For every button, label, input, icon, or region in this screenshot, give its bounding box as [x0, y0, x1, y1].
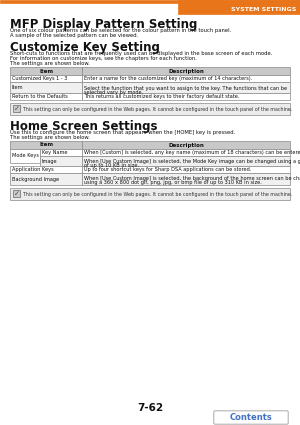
- Bar: [10, 188, 290, 200]
- Bar: [10, 82, 82, 93]
- Text: using a 360 x 800 dot gif, png, jpg, or bmp file of up to 310 KB in size.: using a 360 x 800 dot gif, png, jpg, or …: [84, 180, 262, 185]
- Bar: [82, 67, 290, 75]
- Bar: [10, 67, 82, 75]
- Text: of up to 10 KB in size.: of up to 10 KB in size.: [84, 163, 139, 168]
- Bar: [10, 173, 82, 185]
- Bar: [82, 166, 290, 173]
- Text: SYSTEM SETTINGS: SYSTEM SETTINGS: [231, 6, 296, 11]
- Text: Key Name: Key Name: [42, 150, 68, 155]
- Bar: [10, 149, 40, 163]
- Bar: [82, 75, 290, 82]
- Bar: [0, 0, 300, 3]
- Text: Return to the Defaults: Return to the Defaults: [12, 94, 68, 99]
- Text: Home Screen Settings: Home Screen Settings: [10, 120, 158, 133]
- Text: This setting can only be configured in the Web pages. It cannot be configured in: This setting can only be configured in t…: [23, 107, 293, 111]
- Bar: [82, 173, 290, 185]
- Text: Use this to configure the home screen that appears when the [HOME] key is presse: Use this to configure the home screen th…: [10, 130, 235, 135]
- Text: Image: Image: [42, 159, 58, 164]
- Text: ✓: ✓: [14, 105, 20, 111]
- Bar: [10, 75, 82, 82]
- Text: Up to four shortcut keys for Sharp DSA applications can be stored.: Up to four shortcut keys for Sharp DSA a…: [84, 167, 251, 172]
- Text: Item: Item: [39, 142, 53, 147]
- Text: ✓: ✓: [14, 190, 20, 196]
- Text: This returns all customized keys to their factory default state.: This returns all customized keys to thei…: [84, 94, 239, 99]
- Text: A sample of the selected pattern can be viewed.: A sample of the selected pattern can be …: [10, 33, 138, 38]
- Bar: [13, 190, 20, 197]
- Text: Contents: Contents: [230, 413, 272, 422]
- Text: This setting can only be configured in the Web pages. It cannot be configured in: This setting can only be configured in t…: [23, 192, 293, 196]
- Text: For information on customize keys, see the chapters for each function.: For information on customize keys, see t…: [10, 56, 197, 61]
- Text: Enter a name for the customized key (maximum of 14 characters).: Enter a name for the customized key (max…: [84, 76, 252, 81]
- Text: Background Image: Background Image: [12, 176, 59, 181]
- Text: When [Use Custom Image] is selected, the Mode Key image can be changed using a g: When [Use Custom Image] is selected, the…: [84, 159, 300, 164]
- Bar: [82, 93, 290, 100]
- Bar: [82, 141, 290, 149]
- Text: Mode Keys: Mode Keys: [12, 153, 38, 159]
- Text: selected vary by mode.: selected vary by mode.: [84, 90, 143, 95]
- Text: Item: Item: [39, 68, 53, 74]
- Bar: [40, 149, 82, 156]
- Text: Short-cuts to functions that are frequently used can be displayed in the base sc: Short-cuts to functions that are frequen…: [10, 51, 272, 56]
- Text: Customize Key Setting: Customize Key Setting: [10, 41, 160, 54]
- Text: When [Custom] is selected, any key name (maximum of 18 characters) can be entere: When [Custom] is selected, any key name …: [84, 150, 300, 155]
- Text: Customized Keys 1 - 3: Customized Keys 1 - 3: [12, 76, 68, 81]
- FancyBboxPatch shape: [214, 411, 288, 424]
- Text: The settings are shown below.: The settings are shown below.: [10, 135, 90, 140]
- Text: Application Keys: Application Keys: [12, 167, 54, 172]
- Text: Item: Item: [12, 85, 23, 90]
- Bar: [13, 105, 20, 112]
- Text: Select the function that you want to assign to the key. The functions that can b: Select the function that you want to ass…: [84, 85, 287, 91]
- Bar: [82, 156, 290, 166]
- Bar: [10, 166, 82, 173]
- Bar: [82, 82, 290, 93]
- Text: The settings are shown below.: The settings are shown below.: [10, 61, 90, 66]
- Text: MFP Display Pattern Setting: MFP Display Pattern Setting: [10, 18, 197, 31]
- Bar: [10, 103, 290, 115]
- Bar: [40, 156, 82, 166]
- Bar: [178, 0, 300, 14]
- Bar: [10, 93, 82, 100]
- Text: Description: Description: [168, 68, 204, 74]
- Text: One of six colour patterns can be selected for the colour pattern in the touch p: One of six colour patterns can be select…: [10, 28, 231, 33]
- Bar: [82, 149, 290, 156]
- Text: Description: Description: [168, 142, 204, 147]
- Text: 7-62: 7-62: [137, 403, 163, 413]
- Text: When [Use Custom Image] is selected, the background of the home screen can be ch: When [Use Custom Image] is selected, the…: [84, 176, 300, 181]
- Bar: [10, 141, 82, 149]
